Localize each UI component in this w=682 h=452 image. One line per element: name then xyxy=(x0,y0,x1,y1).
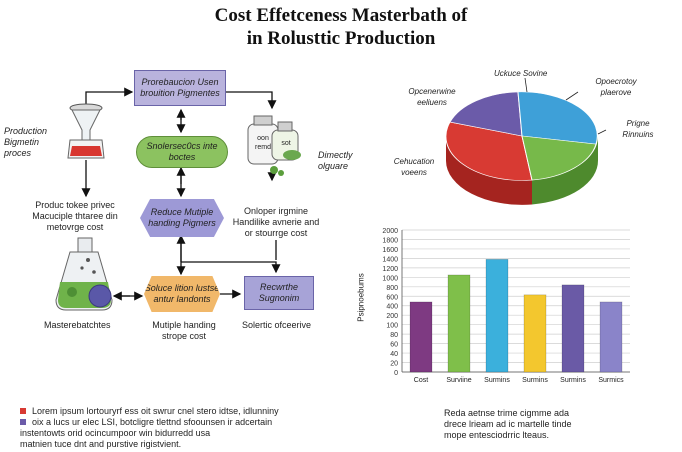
flow-box-reduce: Reduce Mutiple handing Pigmers xyxy=(140,199,224,237)
legend-swatch-purple xyxy=(20,419,26,425)
label-onloper: Onloper irgmine Handilike avnerie and or… xyxy=(232,206,320,238)
bar-3 xyxy=(523,294,547,373)
bar-4 xyxy=(561,284,585,373)
flow-box-soluce: Soluce lition lustse antur landonts xyxy=(144,276,220,312)
y-tick-label: 100 xyxy=(386,323,398,330)
pie-slice-purple xyxy=(449,91,523,137)
label-masterbatch: Masterebatchtes xyxy=(44,320,111,330)
pie-red-side xyxy=(445,136,532,205)
x-tick-label: Surmins xyxy=(522,377,548,384)
y-tick-label: 60 xyxy=(390,342,398,349)
x-tick-label: Surmics xyxy=(598,377,624,384)
bar-chart-ylabel: Psipnoebums xyxy=(356,273,366,322)
flow-box-prorebaucion: Prorebaucion Usen brouition Pigmentes xyxy=(134,70,226,106)
y-tick-label: 600 xyxy=(386,294,398,301)
legend-swatch-red xyxy=(20,408,26,414)
pigment-jars-icon xyxy=(247,115,301,176)
y-tick-label: 200 xyxy=(386,313,398,320)
label-directly: Dimectly olguare xyxy=(318,150,353,171)
y-tick-label: 1200 xyxy=(382,266,398,273)
note-line-2: drece lrieam ad ic martelle tinde xyxy=(444,419,572,429)
jar-label-oon: oon remd xyxy=(255,135,271,151)
flow-box-snolersec: Snolersec0cs inte boctes xyxy=(136,136,228,168)
pie-label-prigne: Prigne Rinnuins xyxy=(622,119,654,139)
y-tick-label: 800 xyxy=(386,285,398,292)
legend-line-4: matnien tuce dnt and purstive rigistvien… xyxy=(20,439,182,449)
note-line-3: mope entesciodrric lteaus. xyxy=(444,430,550,440)
legend-line-1: Lorem ipsum lortouryrf ess oit swrur cne… xyxy=(32,406,279,416)
production-beaker-icon xyxy=(67,103,105,159)
note-line-1: Reda aetnse trime cigmme ada xyxy=(444,408,570,418)
pie-slice-blue xyxy=(517,91,598,145)
pie-label-uckuce: Uckuce Sovine xyxy=(494,69,548,78)
pie-label-opoecrotoy: Opoecrotoy plaerove xyxy=(595,77,637,97)
y-tick-label: 1000 xyxy=(382,275,398,282)
y-tick-label: 0 xyxy=(394,370,398,377)
y-tick-label: 2000 xyxy=(382,228,398,235)
pie-label-cehucation: Cehucation voeens xyxy=(393,157,435,177)
label-production: Production Bigmetin proces xyxy=(4,126,48,158)
pie-label-opcenerwine: Opcenerwine eeliuens xyxy=(408,87,456,107)
x-tick-label: Surviine xyxy=(446,377,471,384)
label-handling-cost: Mutiple handing strope cost xyxy=(152,320,216,341)
jar-label-sot: sot xyxy=(281,140,291,147)
arrow-top-to-jars xyxy=(226,91,277,110)
bar-5 xyxy=(599,301,623,373)
page-title: Cost Effetceness Masterbath of xyxy=(214,5,468,26)
page-subtitle: in Rolusttic Production xyxy=(246,28,436,49)
bar-1 xyxy=(447,274,471,373)
x-tick-label: Surmins xyxy=(484,377,510,384)
bar-0 xyxy=(409,301,433,373)
label-flask-cost: Produc tokee privec Macuciple thtaree di… xyxy=(32,200,118,232)
y-tick-label: 40 xyxy=(390,351,398,358)
label-solertic: Solertic ofceerive xyxy=(242,320,312,330)
arrow-hex-right xyxy=(181,261,281,274)
y-tick-label: 20 xyxy=(390,361,398,368)
y-tick-label: 1800 xyxy=(382,237,398,244)
flow-box-recwrthe: Recwrthe Sugnonim xyxy=(244,276,314,310)
x-tick-label: Cost xyxy=(414,377,428,384)
bar-2 xyxy=(485,259,509,373)
x-tick-label: Surmins xyxy=(560,377,586,384)
y-tick-label: 400 xyxy=(386,304,398,311)
legend-line-2: oix a lucs ur elec LSI, botcligre tlettn… xyxy=(32,417,273,427)
y-tick-label: 1400 xyxy=(382,256,398,263)
pie-slice-green xyxy=(521,135,597,181)
pie-slice-red xyxy=(445,121,533,181)
y-tick-label: 1600 xyxy=(382,247,398,254)
masterbatch-flask-icon xyxy=(55,237,113,311)
y-tick-label: 80 xyxy=(390,332,398,339)
legend-line-3: instentowts orid ocincumpoor win bidurre… xyxy=(20,428,211,438)
pie-green-side xyxy=(532,136,599,205)
